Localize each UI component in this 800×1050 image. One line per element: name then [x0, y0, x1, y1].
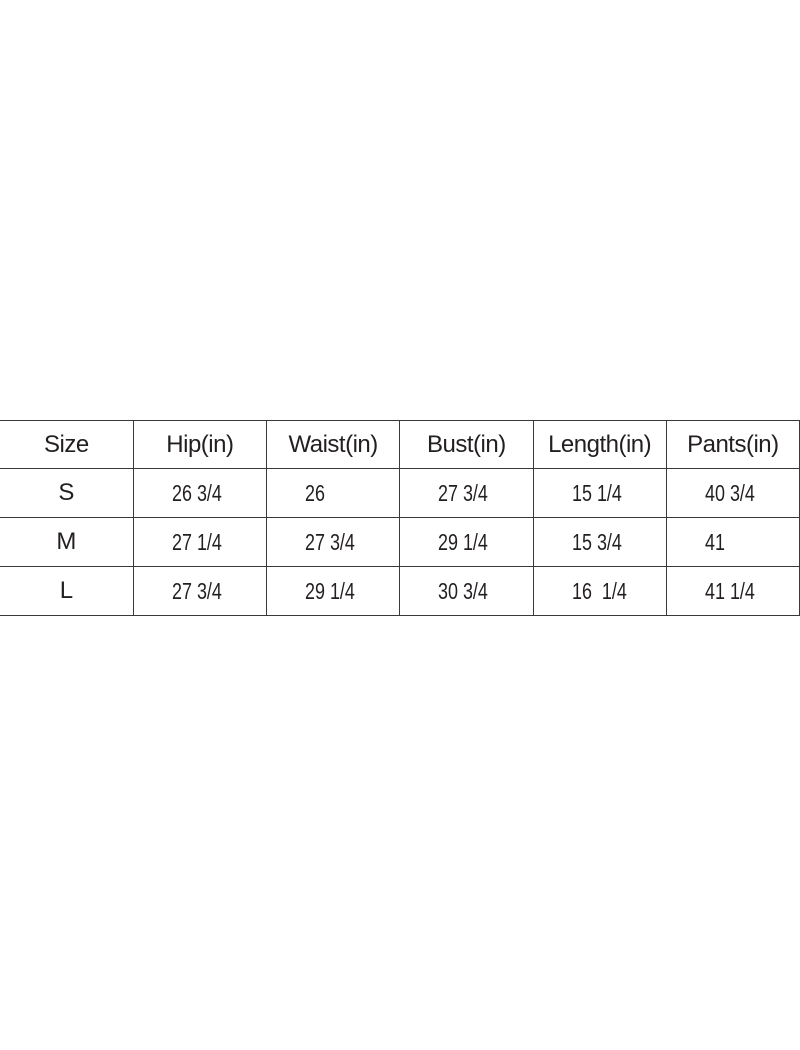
waist-cell: 27 3/4 — [265, 517, 401, 567]
header-row: Size Hip(in) Waist(in) Bust(in) Length(i… — [0, 420, 800, 469]
length-cell: 15 1/4 — [532, 468, 667, 518]
header-size: Size — [0, 420, 134, 469]
cell-text: 41 1/4 — [704, 577, 755, 604]
header-bust: Bust(in) — [399, 420, 534, 469]
cell-text: 27 3/4 — [438, 479, 489, 506]
table-row: L 27 3/4 29 1/4 30 3/4 16 1/4 41 1/4 — [0, 566, 800, 616]
cell-text: 15 1/4 — [571, 479, 622, 506]
cell-text: 27 1/4 — [171, 528, 222, 555]
pants-cell: 41 — [665, 517, 800, 567]
size-cell: S — [0, 468, 134, 518]
cell-text: 27 3/4 — [171, 577, 222, 604]
bust-cell: 30 3/4 — [399, 566, 534, 616]
pants-cell: 40 3/4 — [665, 468, 800, 518]
cell-text: 16 1/4 — [571, 577, 627, 604]
size-chart-table: Size Hip(in) Waist(in) Bust(in) Length(i… — [0, 420, 800, 616]
pants-cell: 41 1/4 — [665, 566, 800, 616]
waist-cell: 26 — [265, 468, 401, 518]
cell-text: 41 — [704, 528, 725, 555]
header-waist: Waist(in) — [265, 420, 401, 469]
cell-text: 26 3/4 — [171, 479, 222, 506]
hip-cell: 26 3/4 — [132, 468, 268, 518]
hip-cell: 27 3/4 — [132, 566, 268, 616]
cell-text: 40 3/4 — [704, 479, 755, 506]
cell-text: 29 1/4 — [438, 528, 489, 555]
bust-cell: 27 3/4 — [399, 468, 534, 518]
bust-cell: 29 1/4 — [399, 517, 534, 567]
length-cell: 16 1/4 — [532, 566, 667, 616]
length-cell: 15 3/4 — [532, 517, 667, 567]
table-row: M 27 1/4 27 3/4 29 1/4 15 3/4 41 — [0, 517, 800, 567]
header-pants: Pants(in) — [665, 420, 800, 469]
hip-cell: 27 1/4 — [132, 517, 268, 567]
cell-text: 30 3/4 — [438, 577, 489, 604]
cell-text: 26 — [305, 479, 325, 506]
table-row: S 26 3/4 26 27 3/4 15 1/4 40 3/4 — [0, 468, 800, 518]
cell-text: 29 1/4 — [305, 577, 355, 604]
size-cell: L — [0, 566, 134, 616]
cell-text: 15 3/4 — [571, 528, 622, 555]
header-hip: Hip(in) — [132, 420, 268, 469]
waist-cell: 29 1/4 — [265, 566, 401, 616]
cell-text: 27 3/4 — [305, 528, 355, 555]
header-length: Length(in) — [532, 420, 667, 469]
size-cell: M — [0, 517, 134, 567]
